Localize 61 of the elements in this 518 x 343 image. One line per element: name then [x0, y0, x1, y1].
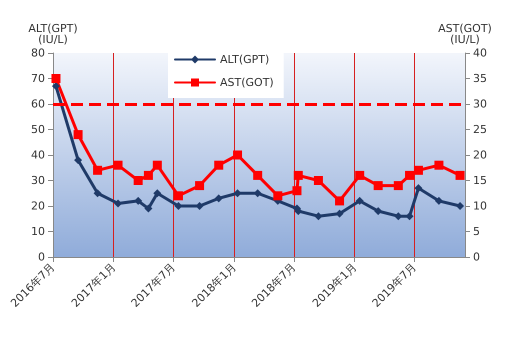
point: [434, 160, 444, 170]
point: [294, 170, 303, 180]
point: [374, 207, 382, 216]
y2-tick-label: 5: [473, 225, 480, 238]
y2-tick-label: 35: [473, 72, 487, 85]
point: [94, 189, 102, 198]
point: [195, 181, 204, 190]
point: [144, 204, 152, 213]
point: [414, 184, 422, 192]
legend-label: AST(GOT): [220, 76, 274, 89]
point: [134, 176, 143, 185]
point: [405, 170, 414, 180]
point: [114, 160, 123, 170]
point: [394, 181, 403, 190]
point: [335, 196, 344, 206]
point: [456, 202, 464, 210]
point: [51, 74, 60, 83]
y2-tick-label: 20: [473, 148, 487, 162]
point: [214, 160, 224, 170]
point: [233, 150, 242, 160]
y2-tick-label: 30: [473, 98, 487, 110]
point: [74, 130, 83, 140]
point: [374, 181, 383, 190]
point: [314, 176, 323, 185]
point: [292, 186, 302, 196]
y-tick-label: 30: [31, 174, 45, 187]
point: [93, 166, 102, 175]
point: [214, 194, 223, 202]
y-tick-label: 80: [31, 46, 45, 60]
y-tick-label: 10: [31, 225, 45, 238]
y2-tick-label: 25: [473, 123, 487, 136]
y-tick-label: 70: [31, 72, 45, 85]
y2-tick-label: 0: [473, 250, 480, 264]
y2-tick-label: 15: [473, 174, 487, 187]
y-tick-label: 0: [38, 250, 45, 264]
point: [336, 210, 344, 218]
point: [153, 189, 162, 198]
point: [74, 156, 82, 164]
point: [253, 170, 262, 180]
y-tick-label: 20: [31, 200, 45, 212]
y2-tick-label: 40: [473, 46, 487, 60]
point: [314, 212, 322, 220]
point: [356, 196, 364, 205]
point: [152, 160, 162, 170]
y2-tick-label: 10: [473, 200, 487, 212]
y2-axis-title: AST(GOT) (IU/L): [438, 22, 492, 46]
point: [355, 170, 364, 180]
point: [52, 82, 60, 90]
y-axis-title: ALT(GPT) (IU/L): [28, 22, 78, 46]
point: [406, 212, 414, 220]
point: [134, 196, 142, 205]
y-tick-label: 60: [31, 98, 45, 110]
point: [414, 166, 423, 175]
y-tick-label: 40: [31, 148, 45, 162]
point: [144, 170, 153, 180]
point: [273, 191, 282, 200]
point: [174, 191, 183, 200]
point: [434, 196, 443, 205]
point: [456, 170, 465, 180]
y-tick-label: 50: [31, 123, 45, 136]
legend-label: ALT(GPT): [220, 53, 270, 66]
